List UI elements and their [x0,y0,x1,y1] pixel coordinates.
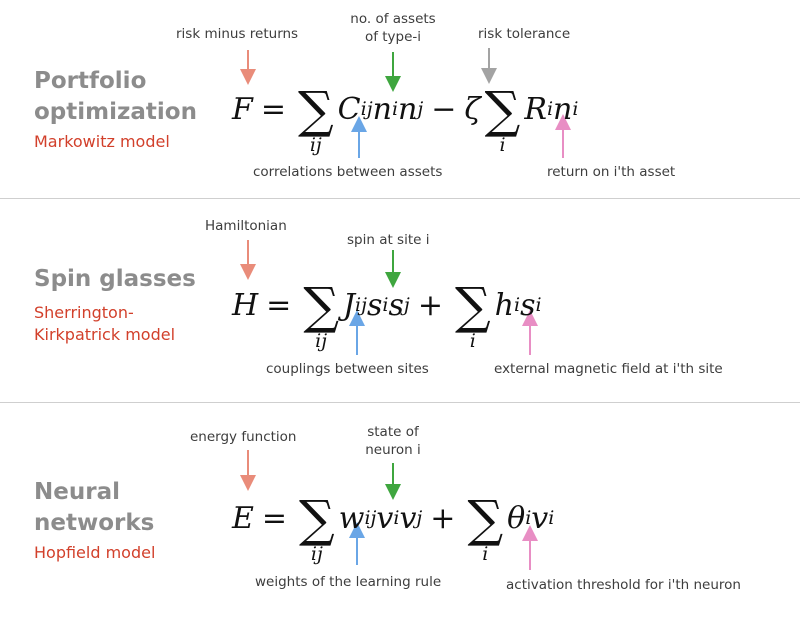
anno-risk-minus-returns: risk minus returns [176,26,299,42]
eq-coef-sub: ij [360,98,373,120]
eq-equals: = [261,500,288,536]
anno-return-on-asset: return on i'th asset [547,164,676,180]
eq-field: θ [507,500,526,536]
eq-field-sub: i [513,294,521,316]
eq-var3-sub: i [535,294,542,316]
sum-symbol: ∑ ij [299,490,335,565]
sum-index: ij [315,330,328,352]
panel-portfolio-title: Portfolio optimization [34,66,197,128]
eq-operator: + [417,287,443,323]
sigma-glyph: ∑ [467,490,504,548]
title-line: networks [34,510,155,536]
anno-line: neuron i [365,442,421,458]
anno-hamiltonian: Hamiltonian [205,218,287,234]
anno-line: state of [367,424,419,440]
eq-var3: s [520,287,536,323]
sum-index: i [499,134,506,156]
divider [0,198,800,199]
panel-spin-title: Spin glasses [34,264,196,295]
eq-field: R [524,91,547,127]
sigma-glyph: ∑ [454,277,491,335]
eq-coef: C [337,91,361,127]
anno-spin-at-site: spin at site i [347,232,430,248]
eq-var1-sub: i [391,98,399,120]
sum-symbol: ∑ i [454,277,491,352]
eq-var3: v [531,500,549,536]
panel-neural-subtitle: Hopfield model [34,543,156,562]
eq-coef-sub: ij [364,507,377,529]
title-line: Portfolio [34,68,147,94]
subtitle-line: Kirkpatrick model [34,325,176,344]
anno-external-field: external magnetic field at i'th site [494,361,723,377]
eq-var2-sub: j [416,507,423,529]
sum-index: ij [310,543,323,565]
sum-symbol: ∑ i [484,81,521,156]
sum-symbol: ∑ ij [303,277,340,352]
eq-var1-sub: i [393,507,400,529]
anno-risk-tolerance: risk tolerance [478,26,571,42]
anno-weights: weights of the learning rule [255,574,442,590]
anno-no-of-assets: no. of assets of type-i [341,10,445,46]
sum-index: ij [309,134,322,156]
eq-var3-sub: i [572,98,579,120]
eq-var1: v [376,500,394,536]
eq-var2: s [388,287,404,323]
panel-portfolio-subtitle: Markowitz model [34,132,170,151]
eq-var3: n [553,91,573,127]
eq-field: h [494,287,514,323]
eq-var2: n [398,91,418,127]
anno-energy-function: energy function [190,429,297,445]
title-line: optimization [34,99,197,125]
sigma-glyph: ∑ [484,81,521,139]
sigma-glyph: ∑ [299,490,335,548]
eq-field-sub: i [525,507,532,529]
sigma-glyph: ∑ [303,277,340,335]
eq-var1: s [367,287,383,323]
panel-spin-subtitle: Sherrington- Kirkpatrick model [34,302,175,346]
sum-symbol: ∑ i [467,490,504,565]
anno-correlations: correlations between assets [253,164,443,180]
eq-var3-sub: i [548,507,555,529]
sum-index: i [482,543,489,565]
eq-var1: n [372,91,392,127]
eq-var2-sub: j [417,98,424,120]
eq-coef-sub: ij [355,294,368,316]
eq-equals: = [260,91,286,127]
anno-state-of-neuron: state of neuron i [352,423,434,459]
eq-var1-sub: i [382,294,389,316]
divider [0,402,800,403]
eq-var2: v [399,500,417,536]
title-line: Neural [34,479,120,505]
eq-lhs: F [232,91,253,127]
eq-lhs: H [232,287,259,323]
subtitle-line: Sherrington- [34,303,134,322]
sigma-glyph: ∑ [297,81,334,139]
eq-field-sub: i [546,98,554,120]
eq-operator: + [430,500,456,536]
eq-lhs: E [232,500,254,536]
anno-activation-threshold: activation threshold for i'th neuron [506,577,741,593]
title-line: Spin glasses [34,266,196,292]
eq-var2-sub: j [403,294,410,316]
anno-line: no. of assets [350,11,436,27]
sum-symbol: ∑ ij [297,81,334,156]
eq-equals: = [266,287,292,323]
eq-operator: − [431,91,457,127]
anno-line: of type-i [364,29,422,45]
eq-coef: w [338,500,365,536]
anno-couplings: couplings between sites [266,361,429,377]
sum-index: i [469,330,476,352]
eq-multiplier: ζ [464,91,481,127]
panel-neural-title: Neural networks [34,477,154,539]
eq-coef: J [343,287,356,323]
